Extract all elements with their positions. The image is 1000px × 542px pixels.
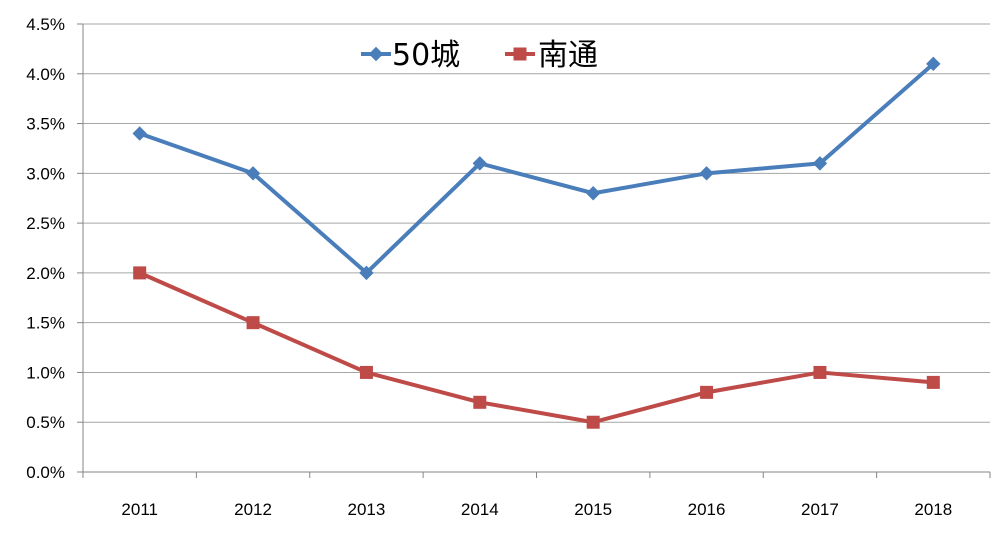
axes: 0.0% 0.5% 1.0% 1.5% 2.0% 2.5% 3.0% 3.5% 4.0% 4.5%…	[26, 15, 991, 519]
legend-marker-0	[368, 46, 384, 62]
series-line-0	[137, 61, 936, 275]
legend-label-0: 50城	[392, 38, 460, 73]
x-tick-label-2013: 2013	[348, 500, 386, 519]
series-1	[133, 266, 940, 429]
data-point-1-2018	[926, 375, 940, 389]
x-tick-label-2015: 2015	[574, 500, 612, 519]
y-tick-label-6: 3.0%	[26, 164, 65, 183]
legend-item-0: 50城	[361, 38, 460, 73]
data-point-1-2012	[246, 316, 260, 330]
legend-marker-1	[513, 47, 527, 61]
data-point-0-2016	[699, 166, 714, 181]
y-tick-label-1: 0.5%	[26, 413, 65, 432]
data-point-1-2011	[133, 266, 147, 280]
x-tick-label-2012: 2012	[234, 500, 272, 519]
data-point-0-2017	[812, 156, 828, 171]
y-tick-label-5: 2.5%	[26, 214, 65, 233]
data-point-0-2018	[926, 56, 941, 72]
y-tick-label-4: 2.0%	[26, 264, 65, 283]
data-point-1-2016	[700, 385, 714, 399]
data-point-0-2012	[245, 166, 261, 181]
data-point-0-2014	[472, 156, 488, 171]
data-point-1-2015	[586, 415, 600, 429]
gridlines	[83, 23, 990, 423]
y-tick-label-8: 4.0%	[26, 65, 65, 84]
data-point-1-2014	[473, 395, 487, 409]
data-point-1-2013	[359, 365, 373, 379]
data-point-0-2015	[585, 186, 601, 201]
y-tick-label-0: 0.0%	[26, 463, 65, 482]
series-group	[132, 56, 941, 429]
y-tick-label-3: 1.5%	[26, 314, 65, 333]
legend-label-1: 南通	[538, 38, 598, 73]
legend: 50城 南通	[361, 38, 598, 73]
y-tick-label-2: 1.0%	[26, 363, 65, 382]
x-tick-label-2011: 2011	[121, 500, 158, 519]
x-tick-label-2017: 2017	[801, 500, 839, 519]
series-line-1	[137, 270, 936, 425]
legend-item-1: 南通	[505, 38, 598, 73]
y-tick-label-9: 4.5%	[26, 15, 65, 34]
x-tick-label-2016: 2016	[688, 500, 726, 519]
x-tick-label-2018: 2018	[914, 500, 952, 519]
data-point-0-2013	[359, 265, 374, 281]
series-0	[132, 56, 941, 281]
y-tick-label-7: 3.5%	[26, 115, 65, 134]
x-tick-label-2014: 2014	[461, 500, 499, 519]
data-point-1-2017	[813, 365, 827, 379]
data-point-0-2011	[132, 126, 147, 141]
